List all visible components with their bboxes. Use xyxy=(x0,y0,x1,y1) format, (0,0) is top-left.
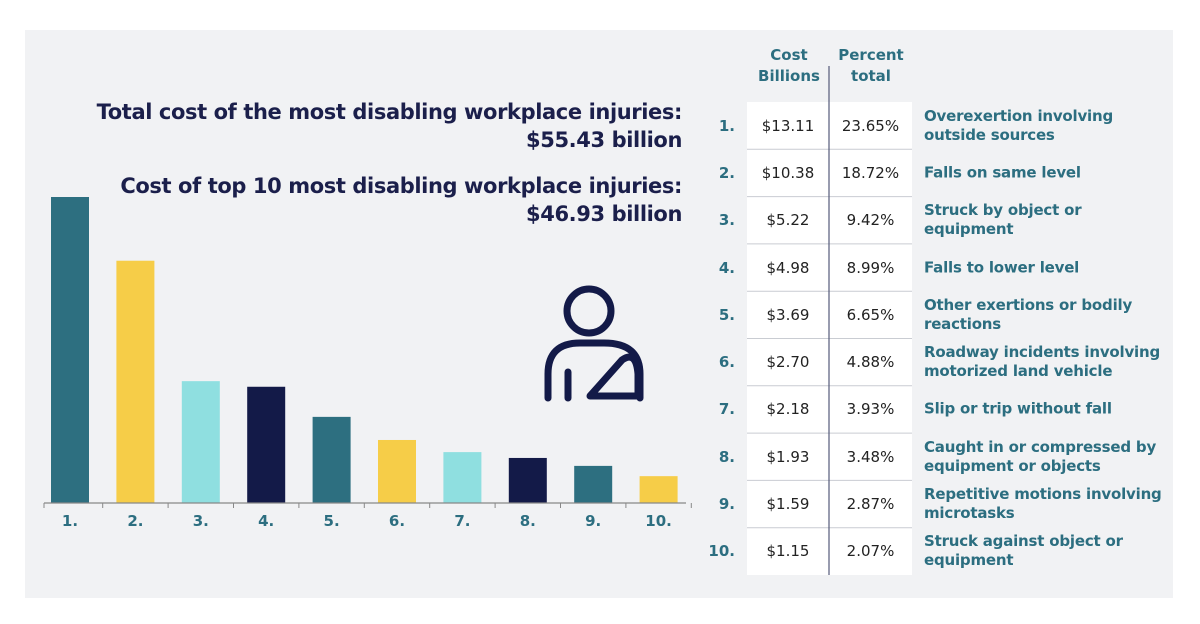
injury-description: Falls to lower level xyxy=(924,258,1080,277)
cost-cell: $10.38 xyxy=(761,163,815,182)
column-header: Percent total xyxy=(838,46,904,85)
injury-description: Falls on same level xyxy=(924,163,1081,182)
bar xyxy=(247,386,286,503)
x-tick-label: 6. xyxy=(388,512,406,530)
column-header: Cost Billions xyxy=(758,46,820,85)
percent-cell: 9.42% xyxy=(846,211,895,230)
headline: $55.43 billion xyxy=(526,128,682,152)
percent-cell: 8.99% xyxy=(846,258,895,277)
cost-cell: $2.70 xyxy=(766,353,810,372)
percent-cell: 23.65% xyxy=(841,116,900,135)
x-tick-label: 7. xyxy=(454,512,471,530)
bar xyxy=(378,439,416,503)
percent-cell: 3.93% xyxy=(846,400,895,419)
injury-icon xyxy=(544,285,644,402)
headline: $46.93 billion xyxy=(526,202,682,226)
cost-cell: $1.15 xyxy=(766,542,810,561)
bar xyxy=(116,260,155,503)
headline: Total cost of the most disabling workpla… xyxy=(96,100,683,124)
injury-description: Roadway incidents involving motorized la… xyxy=(924,343,1160,381)
row-rank: 7. xyxy=(718,400,735,419)
cost-cell: $13.11 xyxy=(761,116,815,135)
cost-cell: $2.18 xyxy=(766,400,810,419)
bar xyxy=(51,197,89,503)
headline: Cost of top 10 most disabling workplace … xyxy=(120,174,682,198)
bar xyxy=(312,416,351,503)
cost-cell: $3.69 xyxy=(766,305,810,324)
x-tick-label: 3. xyxy=(192,512,209,530)
row-rank: 2. xyxy=(718,163,735,182)
injury-description: Repetitive motions involving microtasks xyxy=(924,485,1162,523)
x-tick-label: 8. xyxy=(519,512,536,530)
percent-cell: 18.72% xyxy=(841,163,900,182)
bar xyxy=(181,381,220,503)
injury-description: Caught in or compressed by equipment or … xyxy=(924,437,1157,475)
cost-cell: $5.22 xyxy=(766,211,810,230)
row-rank: 8. xyxy=(718,447,735,466)
row-rank: 10. xyxy=(708,542,735,561)
injury-description: Overexertion involving outside sources xyxy=(924,106,1114,144)
cost-cell: $1.93 xyxy=(766,447,810,466)
x-tick-label: 5. xyxy=(323,512,340,530)
row-rank: 6. xyxy=(718,353,735,372)
injury-description: Struck by object or equipment xyxy=(924,201,1082,239)
cost-cell: $1.59 xyxy=(766,495,810,514)
injury-description: Struck against object or equipment xyxy=(924,532,1123,570)
x-tick-label: 4. xyxy=(258,512,275,530)
bar xyxy=(508,457,547,503)
bar xyxy=(574,465,613,503)
x-tick-label: 1. xyxy=(61,512,79,530)
bar xyxy=(639,476,678,503)
percent-cell: 2.07% xyxy=(846,542,895,561)
x-tick-label: 9. xyxy=(585,512,602,530)
percent-cell: 6.65% xyxy=(846,305,895,324)
injury-description: Other exertions or bodily reactions xyxy=(924,295,1133,333)
row-rank: 4. xyxy=(718,258,735,277)
x-tick-label: 2. xyxy=(127,512,144,530)
percent-cell: 3.48% xyxy=(846,447,895,466)
row-rank: 1. xyxy=(718,116,735,135)
cost-cell: $4.98 xyxy=(766,258,810,277)
row-rank: 9. xyxy=(718,495,735,514)
injury-description: Slip or trip without fall xyxy=(924,399,1112,418)
percent-cell: 4.88% xyxy=(846,353,895,372)
row-rank: 3. xyxy=(718,211,735,230)
bar xyxy=(443,452,482,503)
percent-cell: 2.87% xyxy=(846,495,895,514)
row-rank: 5. xyxy=(718,305,735,324)
x-tick-label: 10. xyxy=(645,512,672,530)
